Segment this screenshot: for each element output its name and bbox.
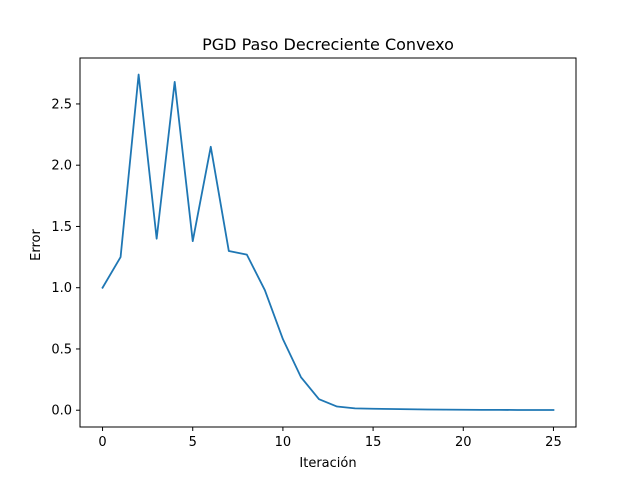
y-tick-label: 1.5 [51, 220, 72, 235]
x-axis-label: Iteración [299, 456, 356, 471]
y-tick-label: 2.5 [51, 97, 72, 112]
x-tick-label: 20 [455, 435, 472, 450]
x-tick-label: 10 [275, 435, 292, 450]
y-tick-label: 0.5 [51, 342, 72, 357]
y-tick-label: 1.0 [51, 281, 72, 296]
x-tick-label: 5 [189, 435, 197, 450]
y-tick-label: 0.0 [51, 404, 72, 419]
chart-title: PGD Paso Decreciente Convexo [202, 35, 454, 54]
y-tick-label: 2.0 [51, 159, 72, 174]
x-tick-label: 25 [545, 435, 562, 450]
x-tick-label: 15 [365, 435, 382, 450]
axes-frame [79, 57, 577, 428]
x-tick-label: 0 [98, 435, 106, 450]
y-axis-label: Error [29, 229, 44, 261]
series-line-0 [101, 73, 555, 411]
plot-area: 0 5 10 15 20 25 0.0 0.5 1.0 1.5 2.0 2.5 [51, 57, 577, 450]
